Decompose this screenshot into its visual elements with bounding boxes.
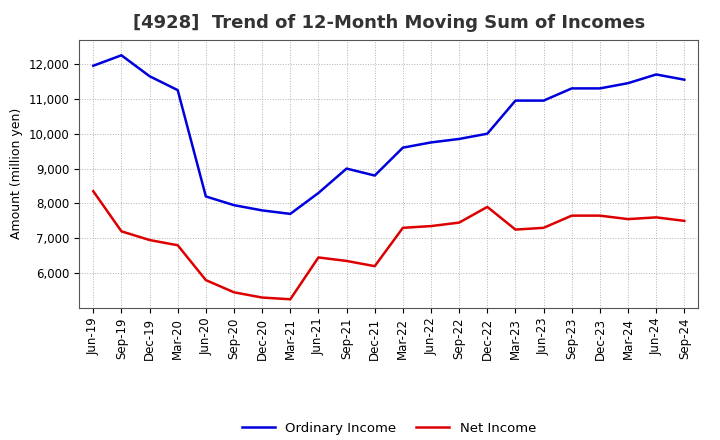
Net Income (258, 295, 266, 300)
Net Income (567, 213, 576, 218)
Net Income (595, 213, 604, 218)
Net Income (624, 216, 632, 222)
Ordinary Income (511, 98, 520, 103)
Ordinary Income (286, 211, 294, 216)
Legend: Ordinary Income, Net Income: Ordinary Income, Net Income (236, 417, 541, 440)
Net Income (539, 225, 548, 231)
Net Income (89, 189, 98, 194)
Ordinary Income (595, 86, 604, 91)
Line: Ordinary Income: Ordinary Income (94, 55, 684, 214)
Net Income (483, 204, 492, 209)
Line: Net Income: Net Income (94, 191, 684, 299)
Ordinary Income (202, 194, 210, 199)
Net Income (427, 224, 436, 229)
Title: [4928]  Trend of 12-Month Moving Sum of Incomes: [4928] Trend of 12-Month Moving Sum of I… (132, 15, 645, 33)
Net Income (117, 229, 126, 234)
Ordinary Income (258, 208, 266, 213)
Ordinary Income (145, 73, 154, 79)
Net Income (286, 297, 294, 302)
Net Income (511, 227, 520, 232)
Ordinary Income (89, 63, 98, 68)
Ordinary Income (174, 88, 182, 93)
Ordinary Income (624, 81, 632, 86)
Ordinary Income (230, 202, 238, 208)
Ordinary Income (314, 191, 323, 196)
Net Income (455, 220, 464, 225)
Ordinary Income (455, 136, 464, 142)
Net Income (230, 290, 238, 295)
Net Income (145, 238, 154, 243)
Y-axis label: Amount (million yen): Amount (million yen) (10, 108, 23, 239)
Net Income (680, 218, 688, 224)
Net Income (399, 225, 408, 231)
Ordinary Income (483, 131, 492, 136)
Net Income (202, 278, 210, 283)
Ordinary Income (370, 173, 379, 178)
Net Income (174, 242, 182, 248)
Net Income (370, 264, 379, 269)
Ordinary Income (539, 98, 548, 103)
Net Income (314, 255, 323, 260)
Net Income (652, 215, 660, 220)
Ordinary Income (567, 86, 576, 91)
Ordinary Income (117, 53, 126, 58)
Ordinary Income (427, 140, 436, 145)
Ordinary Income (652, 72, 660, 77)
Net Income (342, 258, 351, 264)
Ordinary Income (399, 145, 408, 150)
Ordinary Income (680, 77, 688, 82)
Ordinary Income (342, 166, 351, 171)
